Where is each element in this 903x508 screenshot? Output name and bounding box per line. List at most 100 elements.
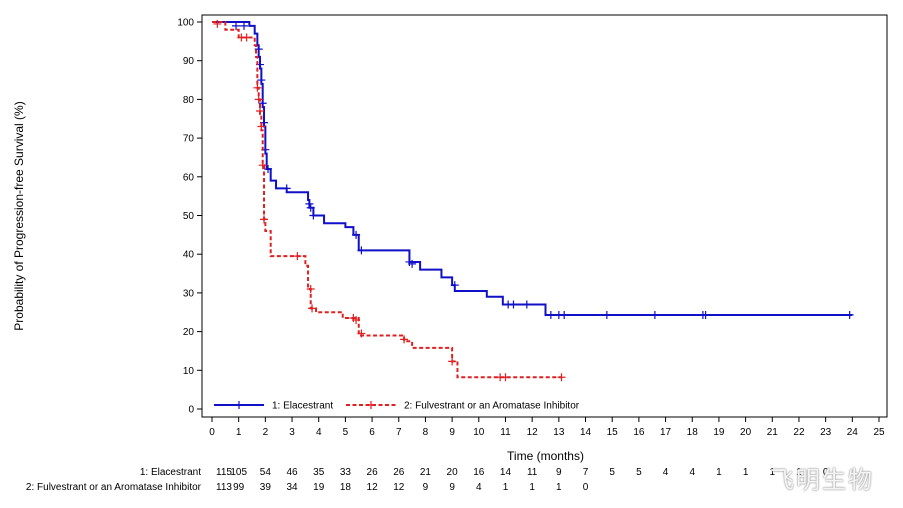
x-tick-label: 2: [263, 427, 269, 438]
risk-value: 35: [313, 467, 325, 478]
censor-mark: [256, 107, 265, 116]
y-axis: 0 10 20 30 40 50 60 70 80 90 100: [177, 18, 202, 416]
x-tick-label: 16: [633, 427, 645, 438]
censor-mark: [232, 21, 241, 30]
risk-value: 9: [423, 482, 429, 493]
y-tick-label: 90: [183, 56, 195, 67]
x-tick-label: 9: [449, 427, 455, 438]
risk-value: 4: [476, 482, 482, 493]
censor-mark: [258, 161, 267, 170]
censor-mark: [257, 122, 266, 131]
x-tick-label: 14: [580, 427, 592, 438]
censor-mark: [257, 76, 266, 85]
risk-value: 9: [556, 467, 562, 478]
risk-value: 39: [260, 482, 272, 493]
risk-value: 26: [367, 467, 379, 478]
x-tick-label: 7: [396, 427, 402, 438]
censor-mark: [357, 246, 366, 255]
risk-value: 9: [449, 482, 455, 493]
legend-marker: [235, 401, 243, 409]
y-tick-label: 80: [183, 95, 195, 106]
censor-mark: [306, 285, 315, 294]
censor-mark: [258, 99, 267, 108]
censor-mark: [253, 83, 262, 92]
censor-mark: [308, 304, 317, 313]
censor-mark: [240, 21, 249, 30]
x-tick-label: 15: [607, 427, 619, 438]
censor-mark: [400, 335, 409, 344]
censor-mark: [450, 281, 459, 290]
x-tick-label: 10: [473, 427, 485, 438]
x-tick-label: 0: [209, 427, 215, 438]
y-tick-label: 60: [183, 172, 195, 183]
censor-mark: [309, 211, 318, 220]
y-tick-label: 50: [183, 211, 195, 222]
censor-mark: [546, 310, 555, 319]
censor-mark: [282, 184, 291, 193]
y-tick-label: 40: [183, 250, 195, 261]
y-tick-label: 20: [183, 327, 195, 338]
risk-value: 14: [500, 467, 512, 478]
risk-value: 99: [233, 482, 245, 493]
x-tick-label: 23: [820, 427, 832, 438]
x-tick-label: 20: [740, 427, 752, 438]
risk-value: 1: [503, 482, 509, 493]
censor-mark: [254, 95, 263, 104]
risk-value: 1: [716, 467, 722, 478]
censor-mark: [306, 203, 315, 212]
risk-value: 115: [216, 467, 232, 478]
risk-value: 4: [663, 467, 669, 478]
y-tick-label: 70: [183, 134, 195, 145]
x-tick-label: 25: [873, 427, 885, 438]
x-tick-label: 12: [527, 427, 539, 438]
x-tick-label: 19: [713, 427, 725, 438]
censor-mark: [557, 373, 566, 382]
plot-frame-group: [201, 14, 888, 418]
series-line: [212, 21, 562, 379]
legend: 1: Elacestrant 2: Fulvestrant or an Aroma…: [214, 401, 580, 412]
risk-value: 1: [529, 482, 535, 493]
risk-value: 46: [286, 467, 298, 478]
risk-value: 1: [556, 482, 562, 493]
watermark-logo: 飞明生物: [770, 466, 874, 494]
risk-value: 26: [393, 467, 405, 478]
y-axis-title: Probability of Progression-free Survival…: [12, 101, 26, 330]
risk-value: 12: [367, 482, 379, 493]
x-tick-label: 17: [660, 427, 672, 438]
x-tick-label: 4: [316, 427, 322, 438]
x-tick-label: 5: [343, 427, 349, 438]
plot-frame: [201, 14, 888, 418]
x-tick-label: 22: [793, 427, 805, 438]
risk-value: 18: [340, 482, 352, 493]
risk-value: 1: [796, 467, 802, 478]
risk-value: 4: [689, 467, 695, 478]
risk-row-label: 2: Fulvestrant or an Aromatase Inhibitor: [26, 482, 202, 493]
censor-mark: [650, 310, 659, 319]
censor-mark: [293, 252, 302, 261]
x-tick-label: 24: [847, 427, 859, 438]
x-axis: 0 1 2 3 4 5 6 7 8 9 10 11 12 13 14 15 16 17 18 19 20 21 22 23 24…: [209, 417, 885, 438]
censor-mark: [448, 357, 457, 366]
censor-mark: [260, 215, 269, 224]
legend-label: 1: Elacestrant: [272, 401, 333, 412]
censor-mark: [560, 310, 569, 319]
risk-value: 20: [447, 467, 459, 478]
censor-mark: [408, 259, 417, 268]
censor-mark: [305, 199, 314, 208]
risk-value: 21: [420, 467, 432, 478]
censor-mark: [254, 45, 263, 54]
x-tick-label: 18: [687, 427, 699, 438]
x-tick-label: 1: [236, 427, 242, 438]
y-tick-label: 100: [177, 18, 194, 29]
censor-mark: [264, 165, 273, 174]
risk-value: 0: [823, 467, 829, 478]
y-tick-label: 10: [183, 366, 195, 377]
censor-mark: [242, 33, 251, 42]
risk-value: 1: [743, 467, 749, 478]
risk-value: 0: [583, 482, 589, 493]
censor-mark: [352, 315, 361, 324]
censor-mark: [213, 19, 222, 28]
y-tick-label: 30: [183, 288, 195, 299]
